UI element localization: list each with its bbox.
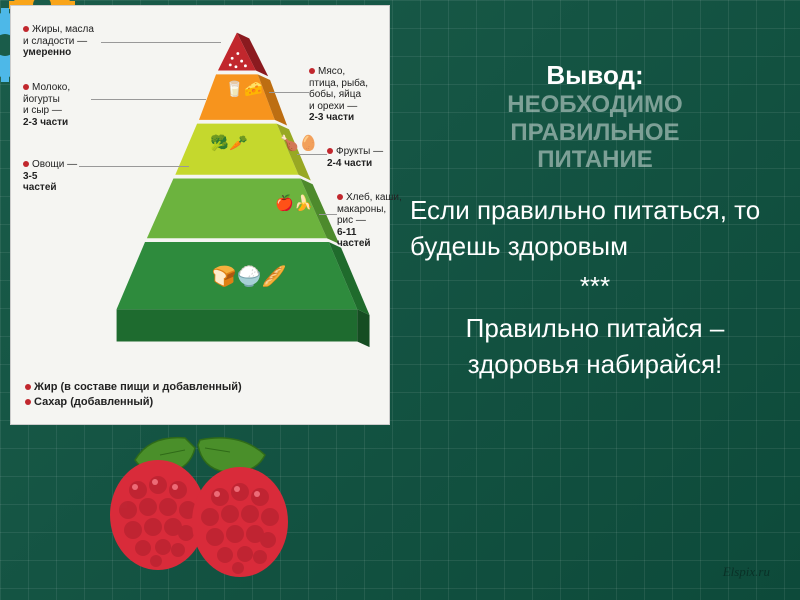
- connector: [79, 166, 189, 167]
- connector: [319, 214, 337, 215]
- label-bold: 6-11: [337, 227, 356, 238]
- body-text: Если правильно питаться, то будешь здоро…: [410, 192, 780, 265]
- label-text: птица, рыба,: [309, 78, 368, 89]
- label-text: Мясо,: [318, 66, 345, 77]
- footer-line: Жир (в составе пищи и добавленный): [34, 381, 242, 393]
- title-main: Вывод:: [410, 60, 780, 91]
- connector: [91, 99, 206, 100]
- label-dairy: Молоко, йогурты и сыр — 2-3 части: [23, 82, 108, 128]
- title-sub: ПИТАНИЕ: [410, 146, 780, 174]
- connector: [269, 92, 309, 93]
- label-text: и орехи —: [309, 101, 357, 112]
- label-text: макароны,: [337, 204, 386, 215]
- label-text: бобы, яйца: [309, 89, 361, 100]
- label-text: рис —: [337, 215, 366, 226]
- bottom-text: Правильно питайся – здоровья набирайся!: [410, 310, 780, 383]
- stars: ***: [410, 271, 780, 302]
- title-sub: ПРАВИЛЬНОЕ: [410, 119, 780, 147]
- label-veggies: Овощи — 3-5 частей: [23, 159, 108, 194]
- label-text: Фрукты —: [336, 146, 383, 157]
- text-block: Вывод: НЕОБХОДИМО ПРАВИЛЬНОЕ ПИТАНИЕ Есл…: [410, 60, 780, 382]
- food-dairy: 🥛🧀: [214, 80, 274, 98]
- label-bold: умеренно: [23, 47, 71, 58]
- label-fats: Жиры, масла и сладости — умеренно: [23, 24, 108, 59]
- label-bold: частей: [337, 238, 371, 249]
- raspberry-image: [90, 430, 320, 595]
- label-bold: частей: [23, 182, 57, 193]
- pyramid-footer: Жир (в составе пищи и добавленный) Сахар…: [25, 380, 242, 410]
- food-veggies: 🥦🥕: [194, 134, 264, 152]
- label-text: Молоко,: [32, 82, 70, 93]
- connector: [101, 42, 221, 43]
- food-meat: 🍗🥚: [274, 134, 324, 152]
- label-bold: 2-4 части: [327, 158, 372, 169]
- label-fruits: Фрукты — 2-4 части: [327, 146, 397, 169]
- label-text: и сладости —: [23, 36, 87, 47]
- connector: [297, 154, 327, 155]
- footer-line: Сахар (добавленный): [34, 396, 153, 408]
- title-sub: НЕОБХОДИМО: [410, 91, 780, 119]
- label-bold: 3-5: [23, 171, 37, 182]
- label-text: Жиры, масла: [32, 24, 94, 35]
- pyramid-panel: 🥛🧀 🥦🥕 🍗🥚 🍎🍌 🍞🍚🥖 Жиры, масла и сладости —…: [10, 5, 390, 425]
- label-bold: 2-3 части: [23, 117, 68, 128]
- label-text: йогурты: [23, 94, 60, 105]
- label-meat: Мясо, птица, рыба, бобы, яйца и орехи — …: [309, 66, 389, 124]
- label-grains: Хлеб, каши, макароны, рис — 6-11 частей: [337, 192, 407, 250]
- label-text: Хлеб, каши,: [346, 192, 402, 203]
- label-text: Овощи —: [32, 159, 77, 170]
- pyramid-container: 🥛🧀 🥦🥕 🍗🥚 🍎🍌 🍞🍚🥖 Жиры, масла и сладости —…: [19, 14, 381, 416]
- food-grains: 🍞🍚🥖: [169, 264, 329, 289]
- label-text: и сыр —: [23, 105, 62, 116]
- watermark: Elspix.ru: [723, 564, 770, 580]
- food-fruits: 🍎🍌: [259, 194, 329, 212]
- label-bold: 2-3 части: [309, 112, 354, 123]
